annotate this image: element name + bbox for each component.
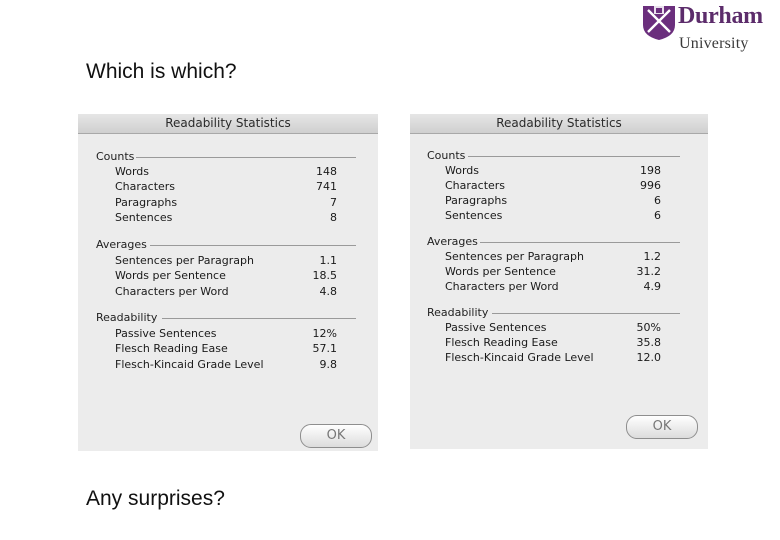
- dialog-title: Readability Statistics: [410, 114, 708, 134]
- durham-university-logo: Durham University: [640, 3, 780, 57]
- stat-label: Words: [445, 164, 480, 177]
- section-divider: [480, 242, 680, 243]
- stat-label: Characters: [115, 180, 176, 193]
- section-heading-averages: Averages: [96, 238, 147, 251]
- section-heading-averages: Averages: [427, 235, 478, 248]
- stat-label: Flesch-Kincaid Grade Level: [445, 351, 594, 364]
- section-heading-counts: Counts: [427, 149, 466, 162]
- section-divider: [492, 313, 680, 314]
- stat-label: Characters per Word: [445, 280, 559, 293]
- ok-button[interactable]: OK: [626, 415, 698, 439]
- stat-value: 9.8: [319, 358, 338, 371]
- readability-dialog-left: Readability Statistics Counts Words 148 …: [78, 114, 378, 451]
- section-heading-readability: Readability: [427, 306, 489, 319]
- stat-label: Words per Sentence: [115, 269, 226, 282]
- stat-value: 35.8: [636, 336, 662, 349]
- question-any-surprises: Any surprises?: [86, 487, 225, 510]
- ok-button[interactable]: OK: [300, 424, 372, 448]
- stat-label: Sentences: [115, 211, 173, 224]
- stat-value: 31.2: [636, 265, 662, 278]
- stat-value: 12%: [312, 327, 337, 340]
- stat-label: Words: [115, 165, 150, 178]
- section-heading-counts: Counts: [96, 150, 135, 163]
- stat-label: Sentences: [445, 209, 503, 222]
- stat-value: 6: [654, 209, 661, 222]
- stat-label: Words per Sentence: [445, 265, 556, 278]
- section-divider: [150, 245, 356, 246]
- stat-value: 1.1: [319, 254, 338, 267]
- stat-value: 8: [330, 211, 337, 224]
- durham-crest-icon: [643, 6, 675, 40]
- stat-label: Passive Sentences: [115, 327, 217, 340]
- section-divider: [468, 156, 680, 157]
- stat-value: 50%: [636, 321, 661, 334]
- question-which-is-which: Which is which?: [86, 60, 237, 83]
- stat-value: 996: [640, 179, 661, 192]
- stat-value: 12.0: [636, 351, 662, 364]
- stat-label: Flesch-Kincaid Grade Level: [115, 358, 264, 371]
- section-divider: [162, 318, 356, 319]
- stat-label: Characters per Word: [115, 285, 229, 298]
- stat-value: 18.5: [312, 269, 338, 282]
- logo-name: Durham: [678, 3, 763, 29]
- dialog-title: Readability Statistics: [78, 114, 378, 134]
- stat-label: Flesch Reading Ease: [445, 336, 558, 349]
- stat-value: 148: [316, 165, 337, 178]
- stat-value: 741: [316, 180, 337, 193]
- stat-value: 57.1: [312, 342, 338, 355]
- stat-value: 7: [330, 196, 337, 209]
- stat-value: 4.8: [319, 285, 338, 298]
- stat-label: Paragraphs: [115, 196, 178, 209]
- stat-value: 198: [640, 164, 661, 177]
- stat-label: Characters: [445, 179, 506, 192]
- stat-label: Sentences per Paragraph: [445, 250, 584, 263]
- stat-label: Passive Sentences: [445, 321, 547, 334]
- logo-subtitle: University: [679, 35, 749, 52]
- readability-dialog-right: Readability Statistics Counts Words 198 …: [410, 114, 708, 449]
- stat-value: 4.9: [643, 280, 662, 293]
- stat-value: 6: [654, 194, 661, 207]
- stat-label: Paragraphs: [445, 194, 508, 207]
- stat-value: 1.2: [643, 250, 662, 263]
- stat-label: Flesch Reading Ease: [115, 342, 228, 355]
- section-heading-readability: Readability: [96, 311, 158, 324]
- stat-label: Sentences per Paragraph: [115, 254, 254, 267]
- section-divider: [136, 157, 356, 158]
